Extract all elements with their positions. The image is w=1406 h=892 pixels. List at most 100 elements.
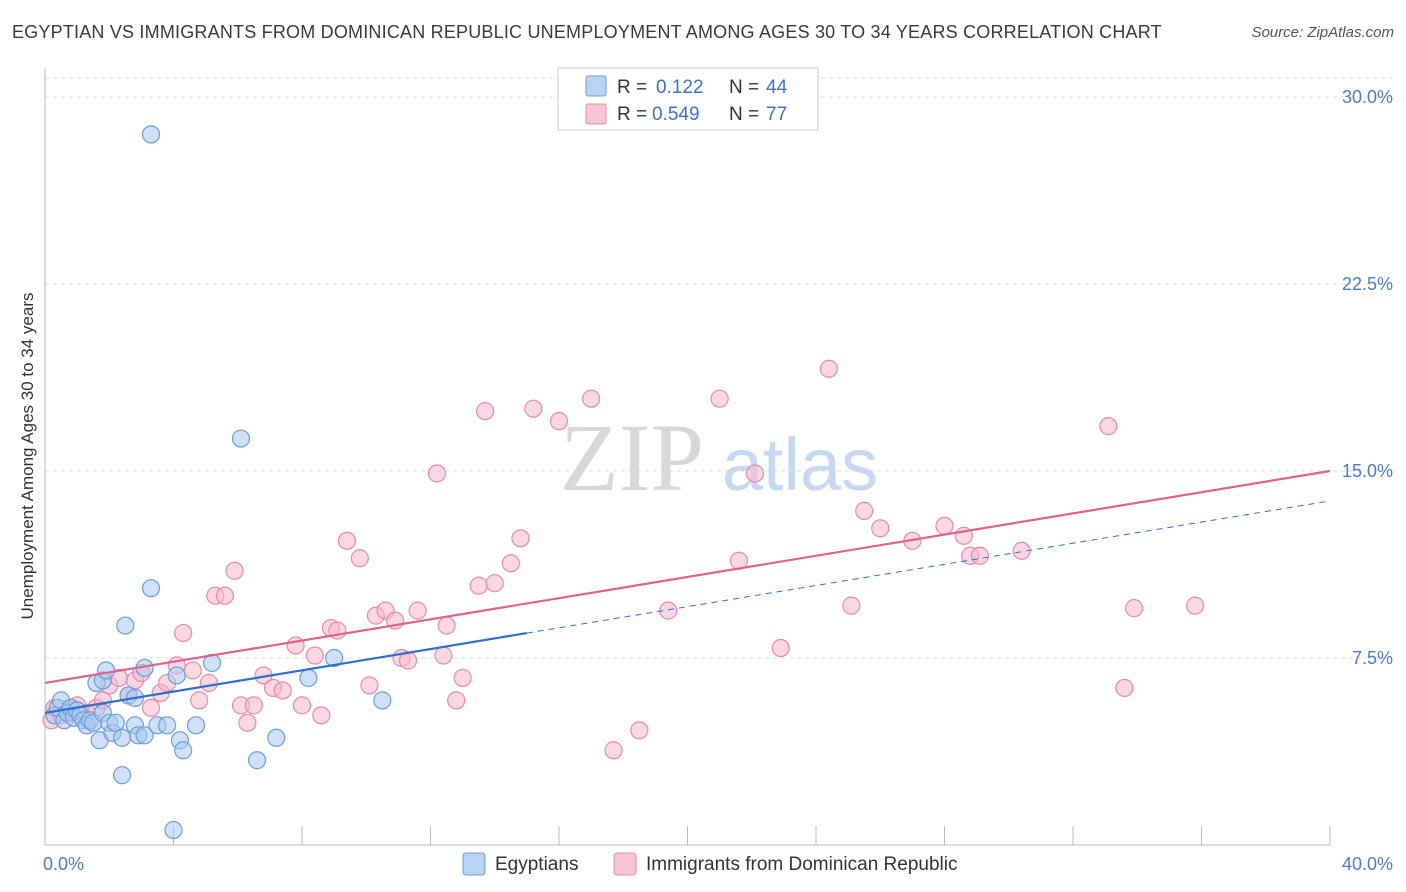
point-dominican [476,402,495,421]
point-dominican [1099,417,1118,436]
watermark-zip: ZIP [560,404,704,511]
point-dominican [337,531,357,550]
point-dominican [524,399,543,418]
point-dominican [604,741,623,760]
point-dominican [141,698,161,717]
point-egyptians [247,751,267,770]
point-egyptians [325,648,344,668]
legend-n-egyptians: 44 [766,77,788,98]
point-egyptians [112,728,132,747]
point-dominican [453,668,472,688]
trend-lines [44,469,1331,714]
y-axis-label: Unemployment Among Ages 30 to 34 years [18,293,37,620]
point-dominican [630,721,649,740]
point-dominican [582,389,601,408]
point-dominican [710,389,729,408]
point-dominican [771,638,790,658]
point-egyptians [116,616,135,635]
y-tick-label: 15.0% [1342,461,1393,481]
legend-n-label: N = [729,104,759,125]
series-immigrants-dominican-points [42,359,1205,760]
point-dominican [292,696,312,715]
point-dominican [174,623,193,643]
bottom-legend-egyptians: Egyptians [495,854,578,875]
y-tick-label: 7.5% [1352,648,1393,668]
point-dominican [225,561,244,580]
point-dominican [183,661,202,680]
point-dominican [549,412,569,431]
point-egyptians [112,766,132,785]
point-dominican [469,576,488,595]
legend-n-dominican: 77 [766,104,787,125]
legend-r-label: R = [617,104,647,125]
point-egyptians [157,716,177,735]
point-dominican [745,464,765,483]
source-label: Source: ZipAtlas.com [1251,24,1394,41]
point-dominican [501,554,520,573]
legend-n-label: N = [729,77,759,98]
series-egyptians-points [45,125,392,840]
point-dominican [819,359,838,378]
point-dominican [427,464,447,483]
bottom-legend: Egyptians Immigrants from Dominican Repu… [462,852,958,876]
x-tick-labels: 0.0% 40.0% [43,854,1393,874]
point-dominican [970,546,989,565]
point-dominican [447,691,466,710]
point-egyptians [135,726,154,745]
point-dominican [238,713,257,732]
point-egyptians [373,691,392,710]
point-dominican [485,574,504,593]
y-tick-label: 22.5% [1342,274,1393,294]
point-dominican [199,673,218,693]
point-dominican [659,601,678,620]
watermark: ZIP atlas [560,404,878,511]
point-dominican [1012,541,1031,560]
watermark-atlas: atlas [722,423,878,506]
point-dominican [1115,678,1134,698]
point-dominican [190,691,209,710]
bottom-legend-swatch-dominican [613,852,637,876]
point-dominican [434,646,453,665]
point-egyptians [167,666,186,685]
point-dominican [244,696,263,715]
point-dominican [408,601,427,620]
point-dominican [215,586,234,605]
point-egyptians [106,713,125,732]
legend-swatch-egyptians [585,75,607,97]
top-legend: R = 0.122 N = 44 R = 0.549 N = 77 [557,67,819,131]
point-dominican [842,596,861,615]
point-dominican [437,616,456,635]
point-dominican [273,681,292,700]
point-dominican [1185,596,1205,615]
point-dominican [871,519,890,538]
point-dominican [312,706,331,725]
bottom-legend-dominican: Immigrants from Dominican Republic [646,854,958,875]
point-egyptians [141,579,161,598]
trend-line-egyptians [44,631,528,714]
x-tick-label: 0.0% [43,854,84,874]
point-egyptians [231,429,251,448]
point-dominican [360,676,379,695]
trend-line-dominican [44,469,1331,685]
y-tick-labels: 7.5% 15.0% 22.5% 30.0% [1342,87,1393,668]
bottom-legend-swatch-egyptians [462,852,486,876]
point-egyptians [141,125,161,144]
point-dominican [855,501,874,520]
point-egyptians [164,820,183,840]
point-egyptians [186,716,206,735]
point-dominican [350,549,369,568]
point-dominican [1124,599,1144,618]
y-tick-label: 30.0% [1342,87,1393,107]
point-egyptians [96,661,116,680]
point-dominican [305,646,324,665]
x-tick-label: 40.0% [1342,854,1393,874]
chart-title: EGYPTIAN VS IMMIGRANTS FROM DOMINICAN RE… [12,22,1162,42]
legend-r-dominican: 0.549 [652,104,700,125]
legend-r-egyptians: 0.122 [656,77,704,98]
point-egyptians [174,741,193,760]
legend-swatch-dominican [585,103,607,125]
point-dominican [511,529,530,548]
legend-r-label: R = [617,77,647,98]
point-dominican [935,516,954,535]
